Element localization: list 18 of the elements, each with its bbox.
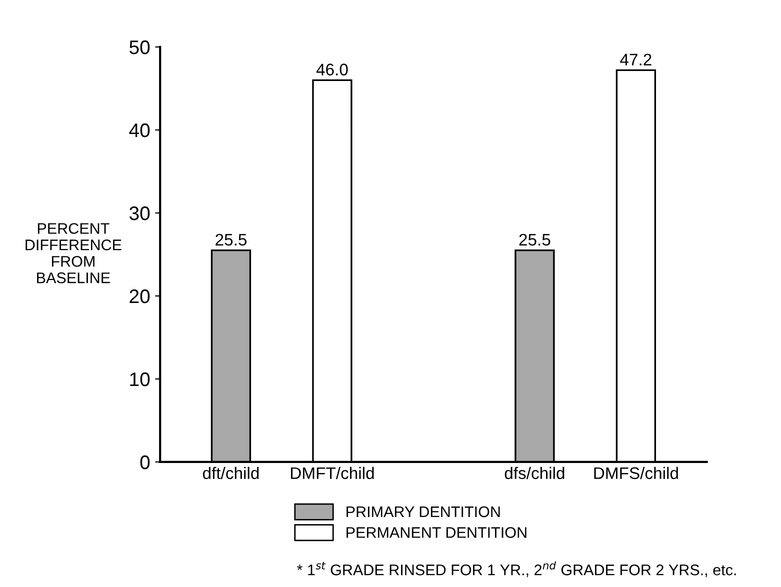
data-label: 47.2	[620, 54, 652, 66]
y-axis-title: PERCENT DIFFERENCE FROM BASELINE	[26, 223, 122, 284]
y-tick-label: 20	[130, 289, 150, 304]
x-tick-label: dfs/child	[504, 466, 564, 480]
text: * 1$^{st}$ GRADE RINSED FOR 1 YR., 2$^{nd}$ GRADE FOR 2 YRS., etc.	[297, 561, 736, 578]
legend-label: PRIMARY DENTITION	[346, 506, 500, 518]
legend-label: PERMANENT DENTITION	[346, 527, 526, 538]
y-tick-label: 50	[130, 40, 150, 54]
data-label: 46.0	[316, 64, 348, 76]
y-tick-label: 30	[130, 206, 150, 220]
y-tick-label: 0	[140, 455, 150, 470]
x-tick-label: DMFT/child	[290, 466, 374, 480]
x-tick-label: dft/child	[202, 466, 259, 480]
y-tick-label: 10	[130, 372, 150, 386]
data-label: 25.5	[216, 234, 246, 246]
data-label: 25.5	[519, 234, 550, 246]
x-tick-label: DMFS/child	[594, 466, 678, 480]
y-tick-label: 40	[129, 123, 150, 138]
